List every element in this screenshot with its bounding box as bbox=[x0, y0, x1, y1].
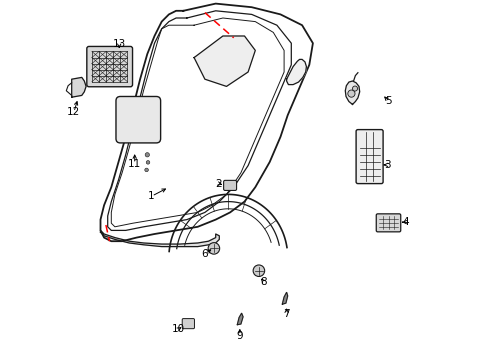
Polygon shape bbox=[194, 36, 255, 86]
FancyBboxPatch shape bbox=[355, 130, 382, 184]
Text: 5: 5 bbox=[385, 96, 391, 106]
Text: 10: 10 bbox=[171, 324, 184, 334]
Text: 1: 1 bbox=[148, 191, 155, 201]
Polygon shape bbox=[282, 292, 287, 304]
Polygon shape bbox=[72, 77, 86, 97]
Polygon shape bbox=[101, 230, 219, 247]
Polygon shape bbox=[101, 4, 312, 241]
Circle shape bbox=[144, 168, 148, 172]
Circle shape bbox=[347, 90, 354, 97]
FancyBboxPatch shape bbox=[116, 96, 160, 143]
Text: 9: 9 bbox=[236, 330, 243, 341]
Text: 11: 11 bbox=[128, 159, 141, 169]
Circle shape bbox=[146, 161, 149, 164]
Text: 13: 13 bbox=[112, 39, 125, 49]
FancyBboxPatch shape bbox=[87, 46, 132, 87]
Circle shape bbox=[145, 153, 149, 157]
Text: 8: 8 bbox=[260, 276, 266, 287]
FancyBboxPatch shape bbox=[182, 319, 194, 329]
Text: 2: 2 bbox=[215, 179, 222, 189]
Polygon shape bbox=[237, 313, 243, 325]
FancyBboxPatch shape bbox=[375, 214, 400, 232]
FancyBboxPatch shape bbox=[223, 180, 236, 190]
Polygon shape bbox=[345, 81, 359, 104]
Circle shape bbox=[208, 243, 219, 254]
Text: 7: 7 bbox=[283, 309, 289, 319]
Circle shape bbox=[253, 265, 264, 276]
Text: 3: 3 bbox=[383, 160, 390, 170]
Circle shape bbox=[352, 86, 357, 91]
Text: 4: 4 bbox=[401, 217, 408, 227]
Polygon shape bbox=[286, 59, 306, 85]
Text: 6: 6 bbox=[201, 249, 208, 259]
Text: 12: 12 bbox=[67, 107, 81, 117]
